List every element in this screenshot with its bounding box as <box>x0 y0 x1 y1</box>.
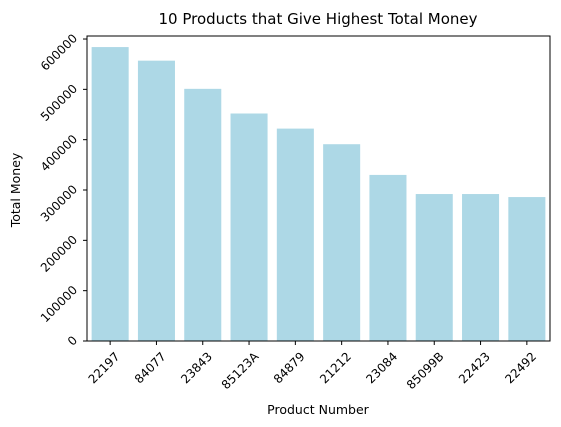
bar-22492 <box>508 197 546 341</box>
y-tick-label: 600000 <box>38 31 80 73</box>
x-tick-label: 22423 <box>456 349 493 386</box>
x-tick-label: 23084 <box>363 349 400 386</box>
x-tick-label: 23843 <box>178 349 215 386</box>
bar-23084 <box>369 174 407 341</box>
bar-85099B <box>415 194 453 341</box>
y-axis-label: Total Money <box>8 152 23 228</box>
bar-22423 <box>462 194 500 341</box>
bar-22197 <box>91 47 129 342</box>
y-tick-label: 100000 <box>38 283 80 325</box>
bars-group <box>91 47 546 342</box>
x-tick-label: 85099B <box>404 349 447 392</box>
bar-21212 <box>323 144 361 341</box>
y-tick-label: 400000 <box>38 132 80 174</box>
y-tick-label: 0 <box>65 333 80 348</box>
x-tick-label: 84077 <box>132 349 169 386</box>
x-tick-label: 22492 <box>502 349 539 386</box>
bar-84879 <box>276 128 314 341</box>
y-tick-label: 200000 <box>38 233 80 275</box>
bar-85123A <box>230 113 268 342</box>
x-axis-label: Product Number <box>267 402 370 417</box>
x-tick-label: 84879 <box>271 349 308 386</box>
x-tick-label: 85123A <box>219 349 262 392</box>
bar-23843 <box>184 88 222 342</box>
y-tick-label: 500000 <box>38 82 80 124</box>
x-tick-label: 21212 <box>317 349 354 386</box>
plot-frame <box>86 35 551 342</box>
y-tick-label: 300000 <box>38 182 80 224</box>
x-axis-ticks: 22197 84077 23843 85123A 84879 21212 23084 8509… <box>86 341 539 392</box>
x-tick-label: 22197 <box>86 349 123 386</box>
chart-title: 10 Products that Give Highest Total Mone… <box>159 10 478 28</box>
bar-84077 <box>137 60 175 342</box>
y-axis-ticks: 0 100000 200000 300000 400000 500000 600000 <box>38 31 87 349</box>
